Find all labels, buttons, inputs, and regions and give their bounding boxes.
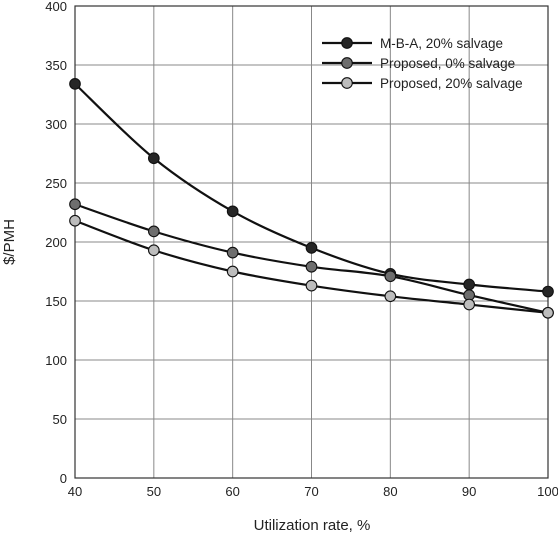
x-tick-label: 40	[68, 484, 82, 499]
data-point	[226, 265, 239, 278]
data-point	[69, 78, 81, 90]
data-point	[305, 260, 318, 273]
data-point	[384, 270, 397, 283]
data-point	[463, 278, 476, 291]
y-tick-label: 100	[45, 353, 67, 368]
y-tick-label: 50	[53, 412, 67, 427]
y-axis-title: $/PMH	[1, 219, 18, 265]
data-point	[463, 298, 476, 311]
legend-label: Proposed, 0% salvage	[380, 56, 515, 71]
x-tick-label: 80	[383, 484, 397, 499]
data-point	[542, 285, 554, 298]
gridlines	[74, 5, 549, 479]
legend: M-B-A, 20% salvage Proposed, 0% salvage Pr…	[322, 36, 523, 91]
data-point	[147, 244, 160, 257]
y-tick-label: 250	[45, 176, 67, 191]
x-tick-label: 90	[462, 484, 476, 499]
data-point	[305, 242, 318, 254]
x-tick-label: 70	[304, 484, 318, 499]
legend-marker	[341, 77, 353, 89]
legend-label: Proposed, 20% salvage	[380, 76, 523, 91]
data-point	[542, 306, 554, 319]
y-tick-label: 200	[45, 235, 67, 250]
axes: 40 50 60 70 80 90 100 0 50 100 150 200 250 300 350 400	[45, 0, 558, 499]
y-tick-label: 0	[60, 471, 67, 486]
data-point	[69, 214, 81, 227]
data-point	[147, 225, 160, 238]
legend-marker	[341, 57, 353, 69]
data-point	[69, 198, 81, 211]
y-tick-label: 150	[45, 294, 67, 309]
y-tick-label: 400	[45, 0, 67, 14]
x-axis-title: Utilization rate, %	[254, 517, 371, 534]
x-tick-label: 60	[225, 484, 239, 499]
plot-area-frame	[74, 5, 549, 479]
data-point	[147, 152, 160, 165]
legend-label: M-B-A, 20% salvage	[380, 36, 503, 51]
data-point	[384, 290, 397, 303]
data-point	[226, 205, 239, 218]
x-tick-label: 100	[537, 484, 558, 499]
legend-marker	[341, 37, 353, 49]
y-tick-label: 350	[45, 58, 67, 73]
y-tick-label: 300	[45, 117, 67, 132]
series-layer	[69, 78, 554, 319]
x-tick-label: 50	[147, 484, 161, 499]
data-point	[305, 279, 318, 292]
data-point	[226, 246, 239, 259]
